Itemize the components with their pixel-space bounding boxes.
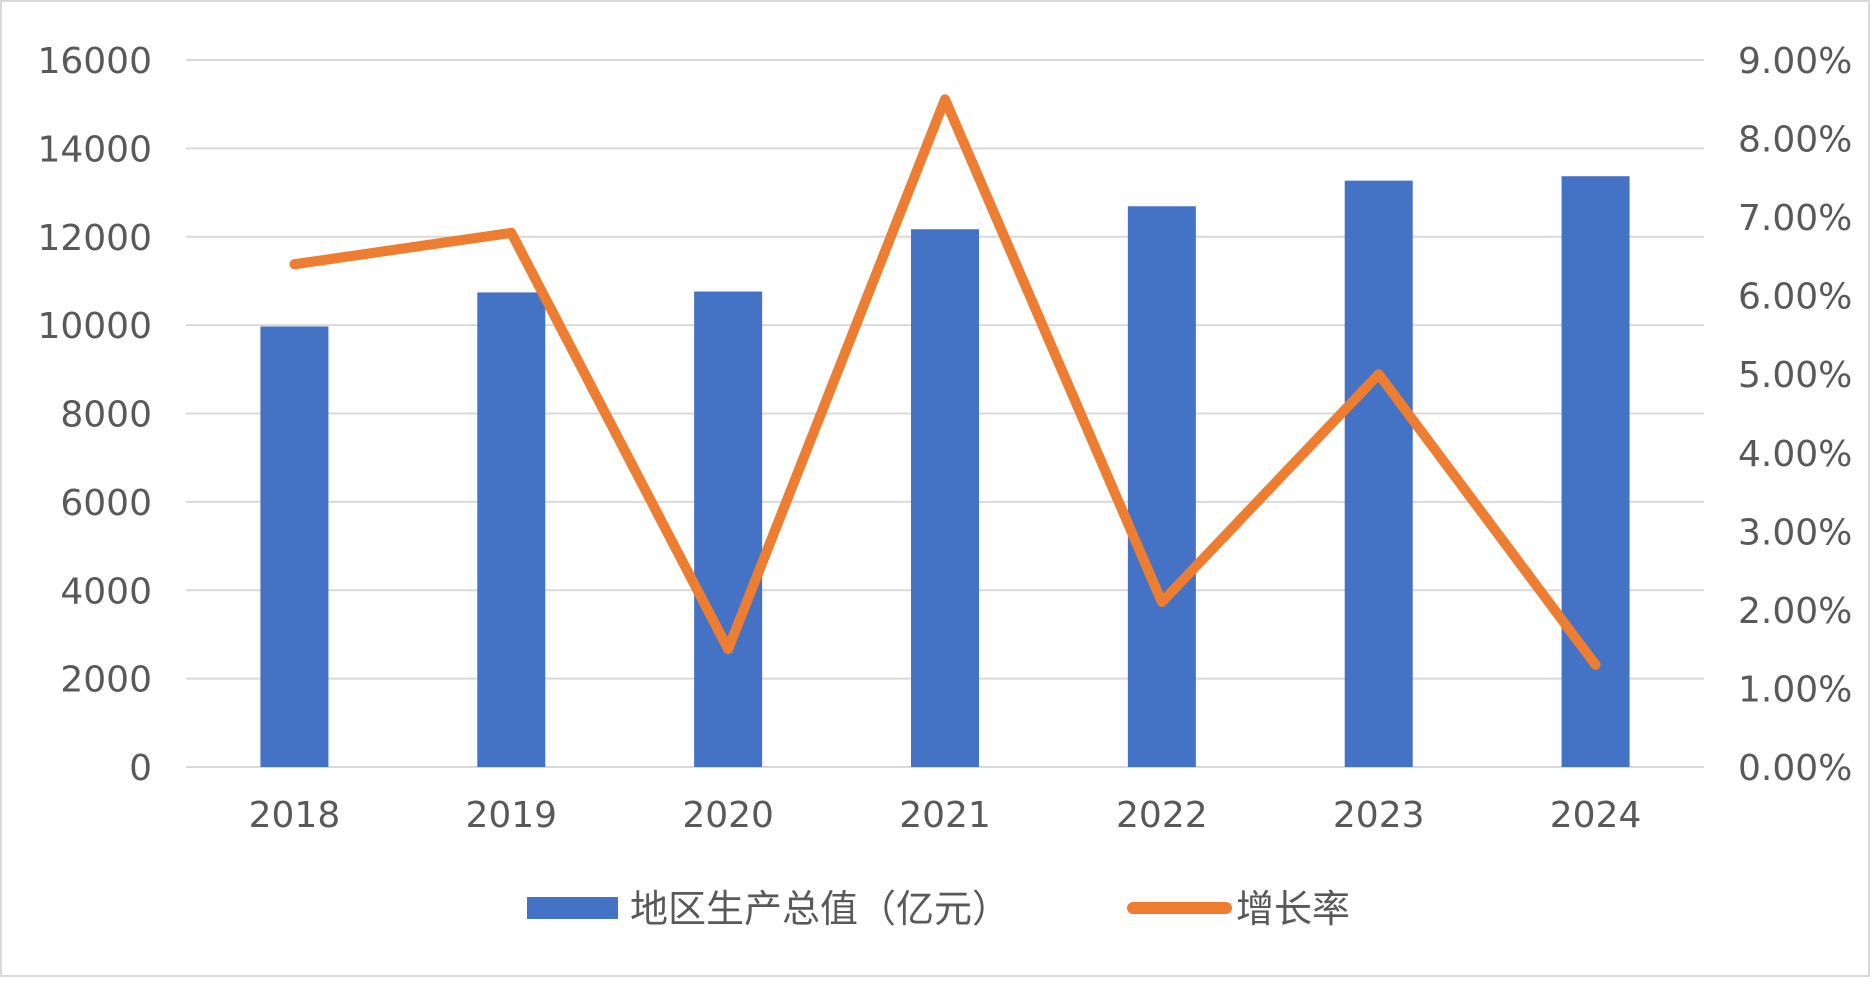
line-point-2022 [1160, 601, 1163, 604]
left-tick-label: 16000 [37, 41, 152, 82]
right-tick-label: 8.00% [1738, 120, 1852, 161]
right-tick-label: 9.00% [1738, 41, 1852, 82]
bar-2021 [911, 229, 979, 767]
line-point-2019 [510, 231, 513, 234]
left-tick-label: 2000 [60, 660, 152, 701]
right-tick-label: 0.00% [1738, 748, 1852, 789]
x-tick-label: 2022 [1116, 795, 1208, 836]
bar-2018 [260, 326, 329, 767]
x-tick-label: 2023 [1333, 795, 1425, 836]
right-tick-label: 3.00% [1738, 512, 1852, 553]
right-tick-label: 1.00% [1738, 669, 1852, 710]
left-tick-label: 0 [129, 748, 152, 789]
right-tick-label: 7.00% [1738, 198, 1852, 239]
x-tick-label: 2024 [1550, 795, 1642, 836]
right-axis-ticks: 0.00% 1.00% 2.00% 3.00% 4.00% 5.00% 6.00% 7.00%… [1738, 41, 1852, 789]
left-tick-label: 4000 [60, 571, 152, 612]
bar-series [260, 176, 1630, 767]
legend-bar-swatch [527, 897, 618, 919]
line-point-2020 [727, 648, 730, 651]
x-tick-label: 2018 [249, 795, 341, 836]
bar-2022 [1127, 206, 1196, 767]
legend: 地区生产总值（亿元） 增长率 [527, 887, 1350, 931]
left-tick-label: 10000 [37, 306, 152, 347]
left-tick-label: 8000 [60, 395, 152, 436]
x-tick-label: 2021 [899, 795, 991, 836]
line-point-2023 [1377, 373, 1380, 376]
right-tick-label: 4.00% [1738, 434, 1852, 475]
bar-2024 [1561, 176, 1630, 767]
left-tick-label: 14000 [37, 129, 152, 170]
left-tick-label: 12000 [37, 218, 152, 259]
line-series [289, 94, 1601, 670]
legend-line-label: 增长率 [1236, 887, 1350, 931]
bar-2020 [694, 291, 763, 767]
left-axis-ticks: 0 2000 4000 6000 8000 10000 12000 14000 16000 [37, 41, 152, 789]
line-point-2018 [293, 263, 296, 266]
x-tick-label: 2019 [465, 795, 557, 836]
left-tick-label: 6000 [60, 483, 152, 524]
line-point-2021 [944, 98, 946, 101]
right-tick-label: 6.00% [1738, 277, 1852, 318]
right-tick-label: 5.00% [1738, 355, 1852, 396]
x-axis-ticks: 2018 2019 2020 2021 2022 2023 2024 [249, 795, 1642, 836]
bar-2019 [477, 292, 546, 767]
legend-bar-label: 地区生产总值（亿元） [630, 887, 1010, 931]
right-tick-label: 2.00% [1738, 591, 1852, 632]
bar-2023 [1344, 180, 1413, 767]
x-tick-label: 2020 [682, 795, 774, 836]
line-point-2024 [1594, 663, 1597, 666]
